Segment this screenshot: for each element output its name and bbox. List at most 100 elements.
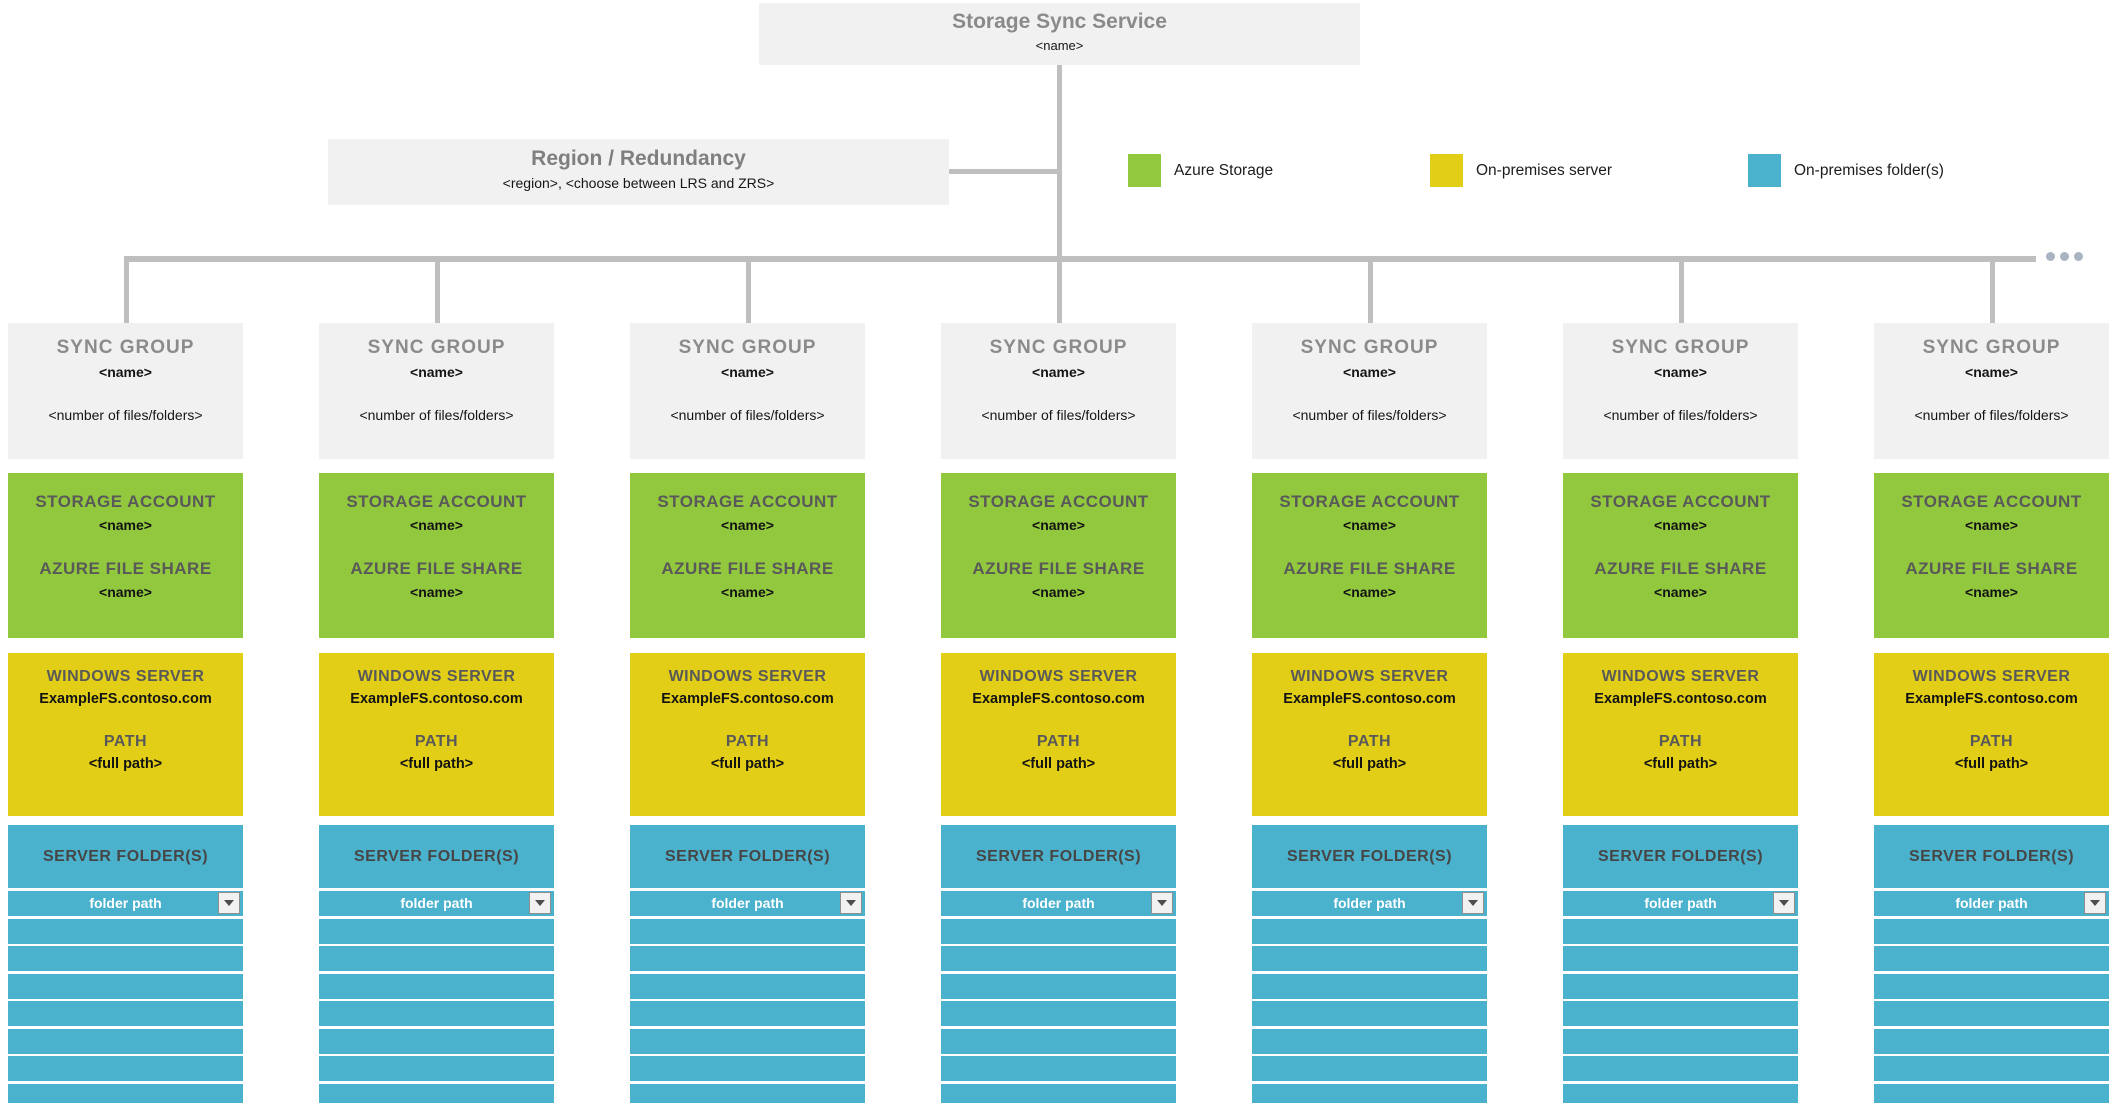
windows-server-label: WINDOWS SERVER — [1601, 668, 1760, 685]
folder-path-cell[interactable]: folder path — [1563, 890, 1798, 916]
folder-row-empty[interactable] — [319, 1083, 554, 1103]
folder-rows — [941, 918, 1176, 1103]
folder-row-empty[interactable] — [630, 946, 865, 971]
windows-server-label: WINDOWS SERVER — [357, 668, 516, 685]
folder-row-empty[interactable] — [941, 1028, 1176, 1054]
folder-row-empty[interactable] — [8, 1028, 243, 1054]
folder-row-empty[interactable] — [1874, 1001, 2109, 1026]
folder-path-cell[interactable]: folder path — [8, 890, 243, 916]
azure-file-share-label: AZURE FILE SHARE — [350, 559, 523, 578]
dropdown-button[interactable] — [1462, 892, 1484, 914]
folder-path-cell[interactable]: folder path — [1252, 890, 1487, 916]
folder-row-empty[interactable] — [630, 1056, 865, 1081]
folder-row-empty[interactable] — [319, 1001, 554, 1026]
folder-row-empty[interactable] — [630, 1001, 865, 1026]
folder-row-empty[interactable] — [1874, 918, 2109, 944]
path-value: <full path> — [1643, 756, 1718, 772]
sync-group-title: SYNC GROUP — [1300, 337, 1439, 358]
folder-row-empty[interactable] — [319, 1028, 554, 1054]
folder-row-empty[interactable] — [1874, 1056, 2109, 1081]
folder-path-cell[interactable]: folder path — [941, 890, 1176, 916]
folder-row-empty[interactable] — [941, 973, 1176, 999]
folder-row-empty[interactable] — [1874, 973, 2109, 999]
storage-sync-service-box: Storage Sync Service <name> — [759, 3, 1360, 65]
dropdown-button[interactable] — [218, 892, 240, 914]
windows-server-box: WINDOWS SERVER ExampleFS.contoso.com PAT… — [1252, 653, 1487, 816]
windows-server-box: WINDOWS SERVER ExampleFS.contoso.com PAT… — [941, 653, 1176, 816]
azure-storage-box: STORAGE ACCOUNT <name> AZURE FILE SHARE … — [1874, 473, 2109, 638]
folder-row-empty[interactable] — [8, 946, 243, 971]
folder-row-empty[interactable] — [8, 918, 243, 944]
folder-row-empty[interactable] — [319, 973, 554, 999]
azure-file-share-label: AZURE FILE SHARE — [972, 559, 1145, 578]
path-label: PATH — [1347, 733, 1392, 750]
folder-rows — [8, 918, 243, 1103]
windows-server-label: WINDOWS SERVER — [1290, 668, 1449, 685]
dropdown-button[interactable] — [840, 892, 862, 914]
folder-row-empty[interactable] — [630, 973, 865, 999]
folder-row-empty[interactable] — [941, 1083, 1176, 1103]
dropdown-button[interactable] — [1773, 892, 1795, 914]
sync-group-column: SYNC GROUP <name> <number of files/folde… — [319, 323, 554, 1103]
sync-group-title: SYNC GROUP — [56, 337, 195, 358]
folder-row-empty[interactable] — [941, 1001, 1176, 1026]
folder-row-empty[interactable] — [1563, 1083, 1798, 1103]
folder-row-empty[interactable] — [319, 918, 554, 944]
folder-row-empty[interactable] — [319, 1056, 554, 1081]
folder-row-empty[interactable] — [1563, 1001, 1798, 1026]
connector-drop-5 — [1368, 258, 1373, 325]
folder-row-empty[interactable] — [1252, 1083, 1487, 1103]
folder-row-empty[interactable] — [319, 946, 554, 971]
azure-file-share-label: AZURE FILE SHARE — [661, 559, 834, 578]
sync-group-name: <name> — [721, 364, 774, 380]
folder-row-empty[interactable] — [630, 1028, 865, 1054]
sync-group-column: SYNC GROUP <name> <number of files/folde… — [1563, 323, 1798, 1103]
folder-row-empty[interactable] — [1563, 946, 1798, 971]
folder-row-empty[interactable] — [1563, 1028, 1798, 1054]
dropdown-button[interactable] — [529, 892, 551, 914]
folder-path-cell[interactable]: folder path — [1874, 890, 2109, 916]
dropdown-button[interactable] — [1151, 892, 1173, 914]
folder-path-value: folder path — [1644, 895, 1717, 912]
folder-row-empty[interactable] — [941, 1056, 1176, 1081]
folder-row-empty[interactable] — [941, 946, 1176, 971]
folder-row-empty[interactable] — [8, 973, 243, 999]
chevron-down-icon — [1157, 900, 1167, 906]
folder-row-empty[interactable] — [1563, 1056, 1798, 1081]
folder-row-empty[interactable] — [8, 1083, 243, 1103]
folder-row-empty[interactable] — [1252, 918, 1487, 944]
storage-account-label: STORAGE ACCOUNT — [35, 492, 216, 511]
folder-row-empty[interactable] — [1874, 1028, 2109, 1054]
folder-row-empty[interactable] — [1252, 973, 1487, 999]
folder-row-empty[interactable] — [630, 1083, 865, 1103]
chevron-down-icon — [1779, 900, 1789, 906]
folder-row-empty[interactable] — [1252, 1028, 1487, 1054]
folder-path-cell[interactable]: folder path — [319, 890, 554, 916]
folder-row-empty[interactable] — [941, 918, 1176, 944]
windows-server-host: ExampleFS.contoso.com — [350, 691, 523, 707]
dropdown-button[interactable] — [2084, 892, 2106, 914]
folder-rows — [1874, 918, 2109, 1103]
sync-group-count: <number of files/folders> — [1292, 407, 1447, 423]
server-folders-header: SERVER FOLDER(S) — [1874, 825, 2109, 888]
folder-row-empty[interactable] — [8, 1056, 243, 1081]
folder-row-empty[interactable] — [1874, 946, 2109, 971]
windows-server-host: ExampleFS.contoso.com — [1594, 691, 1767, 707]
storage-account-name: <name> — [721, 517, 774, 533]
sync-group-column: SYNC GROUP <name> <number of files/folde… — [1874, 323, 2109, 1103]
folder-row-empty[interactable] — [630, 918, 865, 944]
windows-server-host: ExampleFS.contoso.com — [39, 691, 212, 707]
folder-row-empty[interactable] — [1874, 1083, 2109, 1103]
sync-group-column: SYNC GROUP <name> <number of files/folde… — [630, 323, 865, 1103]
sync-group-box: SYNC GROUP <name> <number of files/folde… — [1252, 323, 1487, 459]
server-folders-header: SERVER FOLDER(S) — [941, 825, 1176, 888]
folder-row-empty[interactable] — [1563, 918, 1798, 944]
legend-item-on-premises-server: On-premises server — [1430, 154, 1612, 187]
folder-row-empty[interactable] — [8, 1001, 243, 1026]
sync-group-title: SYNC GROUP — [989, 337, 1128, 358]
folder-row-empty[interactable] — [1252, 1001, 1487, 1026]
folder-row-empty[interactable] — [1252, 1056, 1487, 1081]
folder-row-empty[interactable] — [1252, 946, 1487, 971]
folder-path-cell[interactable]: folder path — [630, 890, 865, 916]
folder-row-empty[interactable] — [1563, 973, 1798, 999]
